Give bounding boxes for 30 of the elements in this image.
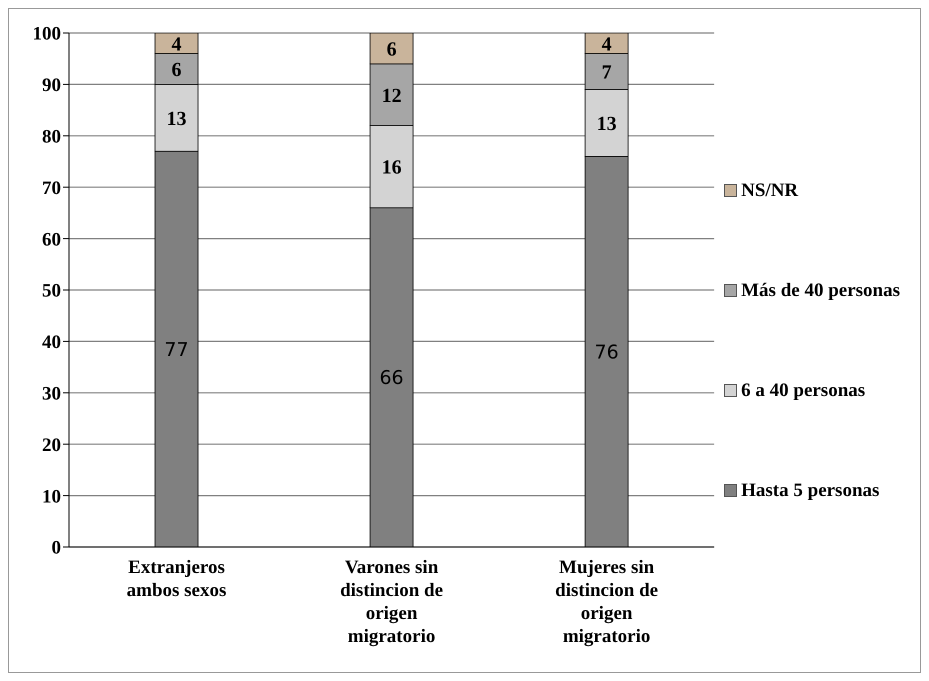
data-label: 13	[166, 108, 187, 130]
x-tick-label: Mujeres sin distincion de origen migratorio	[555, 557, 658, 647]
data-label: 16	[382, 156, 402, 179]
data-label: 66	[379, 367, 404, 390]
y-tick-label: 80	[42, 126, 61, 148]
y-tick-label: 0	[52, 538, 61, 559]
legend-label: Hasta 5 personas	[741, 480, 880, 502]
legend-label: 6 a 40 personas	[741, 380, 866, 402]
y-tick-label: 40	[42, 332, 61, 354]
y-tick-label: 100	[32, 24, 61, 45]
legend-label: NS/NR	[741, 180, 798, 202]
data-label: 77	[164, 338, 189, 361]
data-label: 7	[602, 62, 612, 84]
x-tick-label: Varones sin distincion de origen migratorio	[340, 557, 444, 647]
y-tick-label: 70	[42, 178, 61, 199]
data-label: 6	[386, 38, 397, 61]
data-label: 12	[382, 84, 402, 107]
y-tick-label: 20	[42, 434, 61, 456]
data-label: 76	[594, 341, 619, 364]
y-tick-label: 10	[42, 486, 61, 508]
y-tick-label: 50	[42, 280, 61, 302]
y-tick-label: 60	[42, 229, 61, 250]
data-label: 6	[172, 59, 182, 82]
legend-label: Más de 40 personas	[741, 280, 900, 302]
data-label: 13	[596, 113, 617, 136]
y-tick-label: 30	[42, 384, 61, 405]
x-tick-label: Extranjeros ambos sexos	[126, 557, 226, 601]
data-label: 4	[602, 33, 612, 56]
y-tick-label: 90	[42, 75, 61, 96]
data-label: 4	[172, 33, 182, 56]
